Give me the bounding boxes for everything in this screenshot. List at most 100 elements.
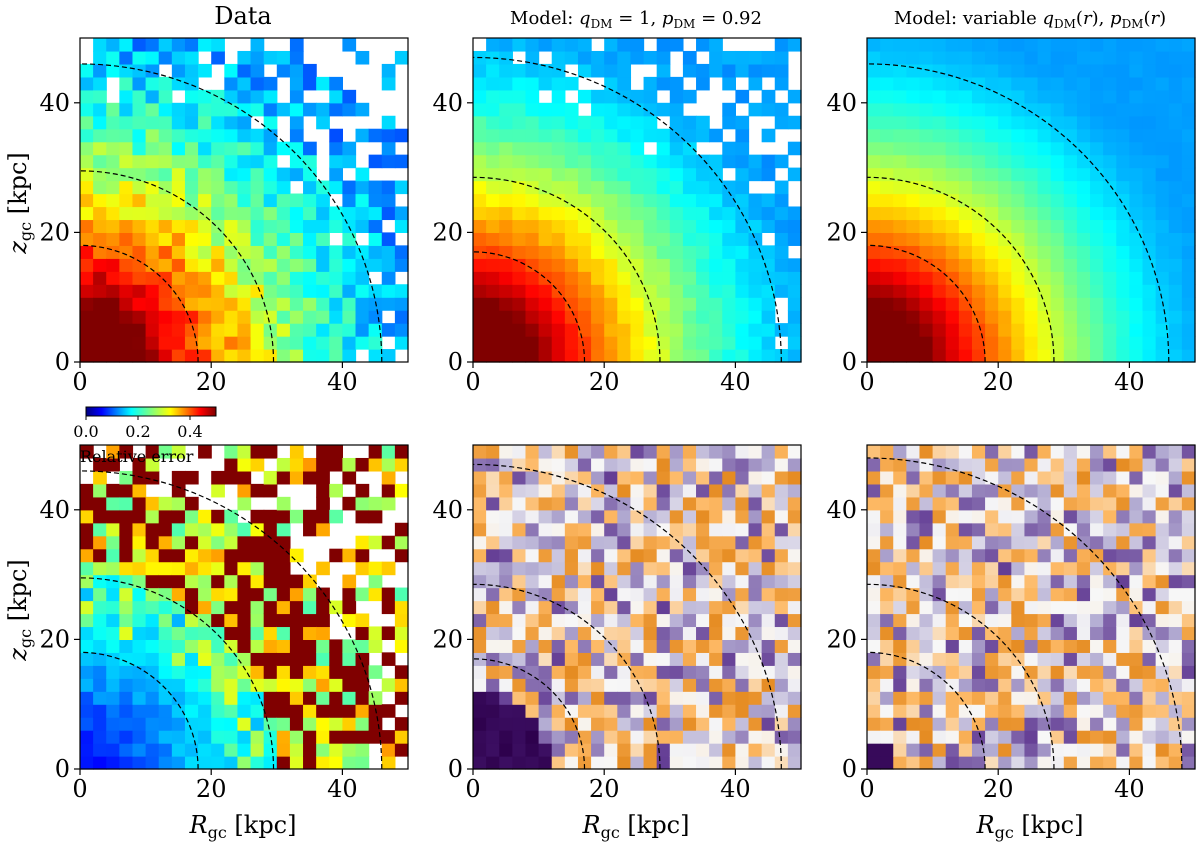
cell — [1142, 323, 1157, 337]
cell — [224, 323, 239, 337]
cell — [1011, 626, 1026, 640]
cell — [893, 258, 907, 272]
cell — [525, 613, 540, 628]
cell — [1103, 717, 1117, 731]
cell — [906, 445, 921, 459]
cell — [669, 470, 684, 485]
cell — [617, 258, 632, 272]
cell — [971, 63, 986, 78]
cell — [394, 310, 409, 324]
cell — [512, 730, 527, 744]
cell — [919, 141, 934, 156]
cell — [906, 336, 921, 350]
cell — [394, 258, 409, 272]
cell — [538, 102, 553, 117]
cell — [1011, 548, 1026, 563]
cell — [880, 141, 894, 156]
cell — [1103, 141, 1117, 156]
cell — [211, 704, 225, 718]
cell — [198, 639, 212, 653]
cell — [329, 652, 343, 666]
cell — [577, 167, 592, 182]
cell — [774, 483, 789, 498]
cell — [774, 284, 789, 298]
cell — [1076, 180, 1091, 195]
cell — [564, 483, 579, 498]
cell — [867, 639, 881, 653]
cell — [893, 154, 907, 169]
cell — [985, 245, 999, 259]
cell — [867, 310, 881, 324]
cell — [499, 548, 513, 563]
cell — [1037, 613, 1052, 628]
cell — [132, 297, 147, 311]
cell — [932, 284, 947, 298]
cell — [1063, 457, 1078, 472]
cell — [617, 483, 632, 498]
cell — [473, 258, 487, 272]
cell — [932, 206, 947, 221]
cell — [237, 457, 252, 472]
cell — [669, 141, 684, 156]
axes-frame-model-const — [472, 37, 802, 363]
cell — [145, 717, 160, 731]
cell — [998, 167, 1012, 182]
colorbar: 0.0 0.2 0.4 Relative error — [73, 406, 217, 466]
cell — [564, 336, 579, 350]
cell — [289, 691, 304, 705]
cell — [276, 626, 291, 640]
cell — [1142, 496, 1157, 511]
cell — [1168, 154, 1183, 169]
cell — [316, 457, 330, 472]
cell — [303, 652, 317, 666]
cell — [643, 587, 658, 602]
cell — [932, 457, 947, 472]
cell — [722, 336, 736, 350]
cell — [669, 206, 684, 221]
cell — [93, 457, 107, 472]
cell — [577, 483, 592, 498]
cell — [643, 349, 658, 363]
cell — [316, 336, 330, 350]
cell — [329, 297, 343, 311]
cell — [237, 76, 252, 91]
cell — [184, 89, 199, 104]
cell — [512, 89, 527, 104]
cell — [617, 76, 632, 91]
cell — [748, 167, 763, 182]
cell — [342, 730, 357, 744]
cell — [761, 323, 776, 337]
cell — [604, 704, 618, 718]
cell — [1116, 613, 1130, 628]
cell — [263, 245, 278, 259]
cell — [211, 219, 225, 233]
cell — [591, 743, 605, 757]
cell — [1011, 336, 1026, 350]
cell — [696, 284, 710, 298]
cell — [893, 232, 907, 246]
cell — [880, 717, 894, 731]
cell — [932, 297, 947, 311]
cell — [473, 76, 487, 91]
cell — [696, 232, 710, 246]
cell — [591, 496, 605, 511]
cell — [1103, 232, 1117, 246]
cell — [958, 193, 973, 208]
cell — [106, 704, 120, 718]
cell — [985, 89, 999, 104]
cell — [551, 167, 566, 182]
cell — [709, 691, 723, 705]
cell — [643, 509, 658, 524]
cell — [577, 219, 592, 233]
cell — [145, 496, 160, 511]
cell — [1181, 245, 1196, 259]
cell — [617, 219, 632, 233]
cell — [171, 548, 186, 563]
cell — [184, 154, 199, 169]
cell — [1129, 180, 1144, 195]
cell — [998, 665, 1012, 679]
cell — [119, 730, 134, 744]
cell — [932, 141, 947, 156]
cell — [1116, 535, 1130, 550]
cell — [958, 574, 973, 589]
